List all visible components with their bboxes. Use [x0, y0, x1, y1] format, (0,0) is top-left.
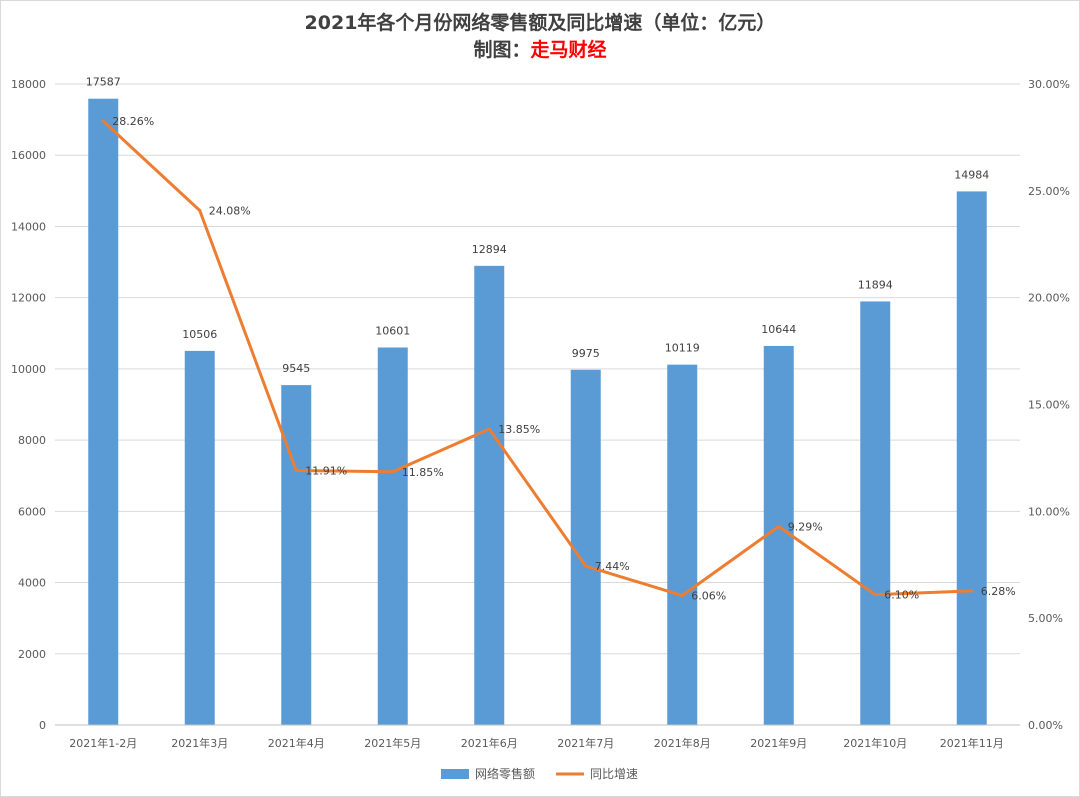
y-left-tick-label: 12000 — [11, 292, 46, 305]
y-right-tick-label: 30.00% — [1028, 78, 1070, 91]
bar — [184, 350, 215, 725]
line-point — [584, 564, 588, 568]
y-right-tick-label: 0.00% — [1028, 719, 1063, 732]
bar-value-label: 14984 — [954, 168, 989, 181]
x-tick-label: 2021年5月 — [364, 736, 421, 750]
line-value-label: 6.10% — [884, 589, 919, 602]
axes: 0 2000 4000 6000 8000 10000 12000 14000 16000 180… — [11, 78, 1070, 750]
y-left-tick-label: 8000 — [18, 434, 46, 447]
bar — [860, 301, 891, 725]
x-tick-label: 2021年9月 — [750, 736, 807, 750]
line-value-label: 7.44% — [595, 560, 630, 573]
bar — [474, 265, 505, 725]
bar — [88, 98, 119, 725]
bar-series — [88, 98, 987, 726]
y-right-tick-label: 5.00% — [1028, 612, 1063, 625]
bar — [281, 385, 312, 725]
x-tick-label: 2021年3月 — [171, 736, 228, 750]
y-left-tick-label: 10000 — [11, 363, 46, 376]
x-tick-label: 2021年11月 — [940, 736, 1004, 750]
bar-value-label: 10601 — [375, 324, 410, 337]
line-point — [391, 470, 395, 474]
chart-title: 2021年各个月份网络零售额及同比增速（单位：亿元） — [304, 12, 776, 34]
bar-value-label: 17587 — [86, 76, 121, 89]
x-tick-label: 2021年8月 — [654, 736, 711, 750]
legend-label-line: 同比增速 — [590, 767, 638, 781]
line-value-label: 24.08% — [209, 204, 251, 217]
bar-value-label: 10506 — [182, 328, 217, 341]
x-tick-label: 2021年7月 — [557, 736, 614, 750]
bar — [667, 364, 698, 725]
y-right-tick-label: 20.00% — [1028, 292, 1070, 305]
line-value-label: 9.29% — [788, 521, 823, 534]
line-point — [680, 594, 684, 598]
line-value-label: 11.85% — [402, 466, 444, 479]
line-value-label: 6.06% — [691, 590, 726, 603]
y-left-tick-label: 14000 — [11, 220, 46, 233]
y-left-tick-label: 2000 — [18, 648, 46, 661]
line-point — [487, 427, 491, 431]
x-tick-label: 2021年6月 — [461, 736, 518, 750]
y-left-tick-label: 4000 — [18, 577, 46, 590]
line-value-label: 13.85% — [498, 423, 540, 436]
line-point — [101, 119, 105, 123]
chart-subtitle: 制图：走马财经 — [0, 37, 1080, 63]
line-series — [101, 119, 974, 598]
bar-value-label: 10644 — [761, 323, 796, 336]
y-left-tick-label: 0 — [39, 719, 46, 732]
bar-value-label: 9975 — [572, 347, 600, 360]
legend-label-bar: 网络零售额 — [475, 766, 535, 781]
y-left-tick-label: 18000 — [11, 78, 46, 91]
bar-value-label: 10119 — [665, 342, 700, 355]
bar — [570, 369, 601, 725]
subtitle-source: 走马财经 — [530, 39, 607, 61]
subtitle-prefix: 制图： — [473, 39, 531, 61]
legend-swatch-bar — [441, 769, 469, 779]
bar — [377, 347, 408, 725]
line-point — [970, 589, 974, 593]
line-point — [198, 208, 202, 212]
line-value-label: 11.91% — [305, 465, 347, 478]
line-point — [777, 525, 781, 529]
y-left-tick-label: 16000 — [11, 149, 46, 162]
y-right-tick-label: 15.00% — [1028, 399, 1070, 412]
data-labels: 17587 10506 9545 10601 12894 9975 10119 10644 11… — [86, 76, 1016, 603]
x-tick-label: 2021年10月 — [843, 736, 907, 750]
y-left-tick-label: 6000 — [18, 505, 46, 518]
line-value-label: 6.28% — [981, 585, 1016, 598]
line-value-label: 28.26% — [112, 115, 154, 128]
y-right-tick-label: 25.00% — [1028, 185, 1070, 198]
legend: 网络零售额 同比增速 — [441, 766, 638, 781]
bar — [956, 191, 987, 726]
bar-value-label: 12894 — [472, 243, 507, 256]
y-right-tick-label: 10.00% — [1028, 505, 1070, 518]
bar-value-label: 11894 — [858, 278, 893, 291]
bar-value-label: 9545 — [282, 362, 310, 375]
x-tick-label: 2021年4月 — [268, 736, 325, 750]
x-tick-label: 2021年1-2月 — [69, 736, 137, 750]
line-point — [873, 593, 877, 597]
line-point — [294, 469, 298, 473]
line-path — [101, 119, 974, 598]
